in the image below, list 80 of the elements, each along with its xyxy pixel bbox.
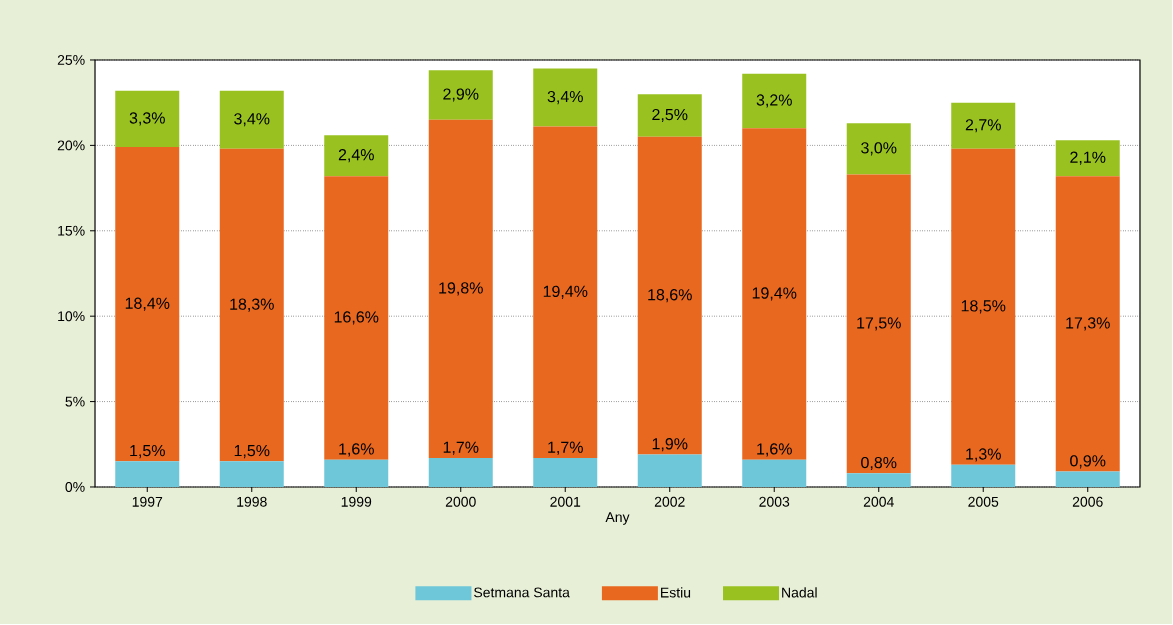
bar	[637, 454, 702, 487]
data-label: 3,4%	[234, 113, 270, 127]
bar	[533, 457, 598, 487]
data-label: 0,9%	[1070, 455, 1106, 469]
data-label: 1,6%	[757, 443, 792, 457]
data-label: 0,8%	[861, 456, 897, 471]
data-label: 3,3%	[129, 112, 165, 126]
data-label: 2,9%	[443, 88, 479, 102]
x-tick-label: 2002	[654, 496, 685, 507]
data-label: 1,6%	[339, 443, 374, 457]
x-tick-label: 2006	[1072, 496, 1103, 507]
bar	[742, 459, 807, 487]
bar	[324, 176, 389, 460]
data-label: 1,7%	[443, 441, 479, 455]
bar	[115, 461, 180, 487]
data-label: 3,2%	[756, 94, 792, 108]
bar	[115, 147, 180, 462]
x-tick-label: 2004	[863, 496, 894, 507]
bar	[951, 102, 1016, 149]
bar	[1055, 471, 1120, 487]
y-tick-label: 0%	[65, 482, 85, 492]
data-label: 1,5%	[234, 445, 270, 459]
bar	[115, 90, 180, 148]
x-tick-label: 2000	[445, 496, 476, 507]
bar	[324, 459, 389, 487]
data-label: 19,4%	[752, 287, 797, 301]
x-tick-label: 1998	[237, 496, 267, 507]
legend-label: Setmana Santa	[474, 587, 570, 598]
data-label: 16,6%	[334, 311, 379, 325]
bar	[637, 136, 702, 455]
bar	[324, 135, 389, 177]
bar	[742, 73, 807, 129]
bar	[533, 68, 598, 127]
bar	[428, 119, 493, 458]
data-label: 19,8%	[439, 282, 483, 296]
bar	[951, 148, 1016, 465]
data-label: 1,5%	[130, 445, 165, 459]
data-label: 2,1%	[1070, 151, 1106, 165]
data-label: 19,4%	[543, 285, 588, 299]
bar	[951, 464, 1016, 487]
x-tick-label: 1997	[132, 496, 163, 507]
x-tick-label: 1999	[341, 496, 372, 507]
bar	[428, 457, 493, 487]
x-tick-label: 2001	[550, 496, 581, 507]
bar	[1055, 176, 1120, 472]
legend-label: Nadal	[782, 587, 817, 598]
data-label: 3,0%	[861, 142, 897, 156]
bar	[533, 126, 598, 458]
data-label: 1,3%	[966, 448, 1001, 462]
data-label: 17,5%	[857, 317, 901, 331]
legend-label: Estiu	[661, 587, 691, 598]
x-tick-label: 2003	[759, 496, 790, 507]
bar	[846, 473, 911, 487]
y-tick-label: 10%	[58, 311, 85, 322]
data-label: 18,3%	[230, 298, 274, 312]
data-label: 18,4%	[125, 297, 170, 311]
data-label: 1,7%	[548, 441, 583, 455]
data-label: 2,5%	[652, 108, 688, 123]
data-label: 1,9%	[652, 438, 688, 452]
data-label: 18,6%	[648, 289, 692, 303]
bar	[637, 94, 702, 137]
x-tick-label: 2005	[968, 496, 999, 507]
y-tick-label: 20%	[57, 140, 85, 151]
bar	[219, 90, 284, 149]
bar	[219, 148, 284, 462]
bar	[428, 70, 493, 120]
y-tick-label: 15%	[58, 225, 85, 236]
y-tick-label: 25%	[57, 55, 85, 65]
bar	[846, 123, 911, 175]
data-label: 18,5%	[961, 300, 1006, 314]
y-tick-label: 5%	[65, 396, 85, 407]
bar	[846, 174, 911, 474]
bar	[1055, 140, 1120, 177]
bar	[219, 461, 284, 487]
data-label: 2,4%	[338, 149, 374, 163]
data-label: 2,7%	[965, 119, 1001, 133]
data-label: 17,3%	[1066, 317, 1110, 331]
bar	[742, 128, 807, 460]
data-label: 3,4%	[547, 90, 583, 105]
x-axis-title: Any	[605, 512, 630, 525]
